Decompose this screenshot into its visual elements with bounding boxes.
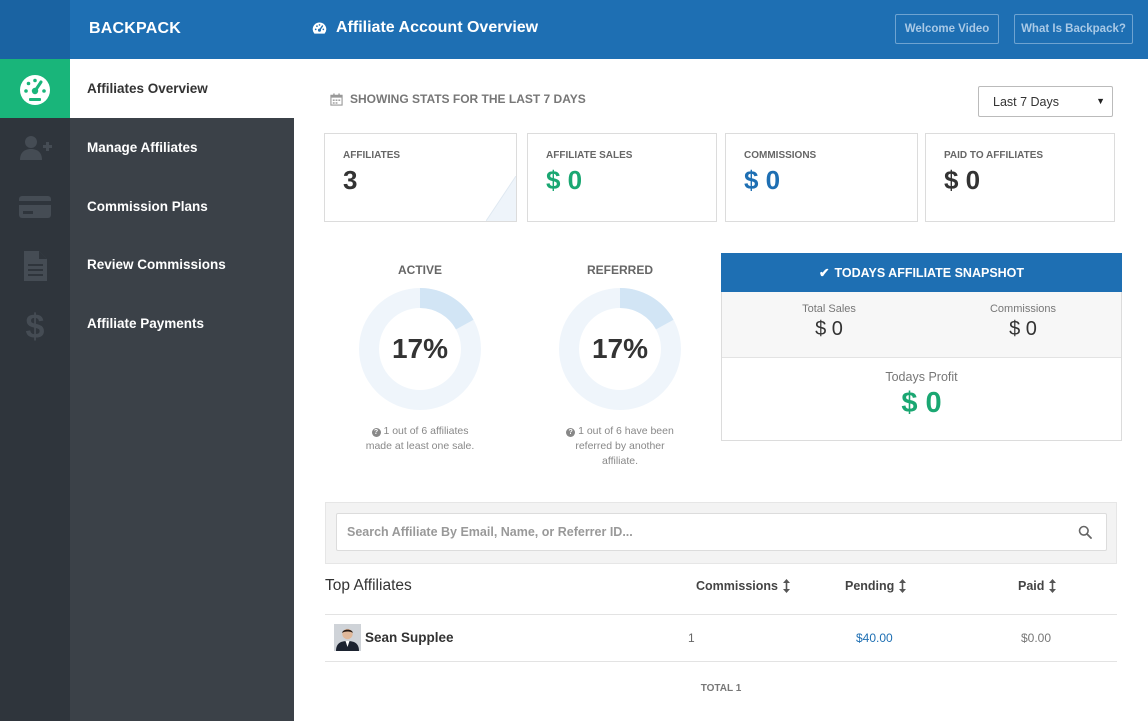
search-panel [325,502,1117,564]
affiliate-search-input[interactable] [336,513,1107,551]
help-icon: ? [371,428,381,437]
active-donut: 17% [358,287,482,411]
top-header: BACKPACK Affiliate Account Overview Welc… [0,0,1148,59]
donut-note-text: 1 out of 6 have been referred by another… [575,425,674,467]
table-row[interactable]: Sean Supplee 1 $40.00 $0.00 [325,615,1117,661]
stat-card-affiliates: AFFILIATES 3 [324,133,517,222]
snapshot-value: $ 0 [901,387,942,419]
affiliate-name[interactable]: Sean Supplee [365,630,454,645]
column-header-paid[interactable]: Paid [1018,579,1057,593]
help-icon: ? [566,428,576,437]
stat-value: $ 0 [744,165,781,195]
snapshot-header: ✔ TODAYS AFFILIATE SNAPSHOT [721,253,1122,292]
card-corner-decoration [486,176,516,221]
donut-note-text: 1 out of 6 affiliates made at least one … [365,425,475,452]
stat-label: AFFILIATE SALES [546,150,633,161]
what-is-backpack-button[interactable]: What Is Backpack? [1014,14,1133,44]
sort-icon [1049,579,1057,593]
column-label: Pending [845,579,895,593]
calendar-icon [330,92,343,106]
donut-percent: 17% [391,333,449,364]
sidebar-item-manage-affiliates[interactable]: Manage Affiliates [87,140,198,155]
donut-chart [359,288,481,410]
brand-name[interactable]: BACKPACK [89,20,181,37]
stat-label: COMMISSIONS [744,150,817,161]
dollar-icon: $ [26,308,45,343]
cell-commissions: 1 [688,631,695,645]
date-range-value: Last 7 Days [993,94,1060,109]
column-header-commissions[interactable]: Commissions [696,579,790,593]
credit-card-icon [19,195,51,218]
column-label: Commissions [696,579,778,593]
add-user-icon [20,135,52,160]
donut-note: ? 1 out of 6 affiliates made at least on… [360,424,480,454]
caret-down-icon: ▼ [1096,96,1105,106]
sidebar-menu: Affiliates Overview Manage Affiliates Co… [70,59,294,721]
active-donut-panel: ACTIVE 17% ? 1 out of 6 affiliates made … [320,263,520,454]
snapshot-value: $ 0 [815,318,843,340]
stat-label: PAID TO AFFILIATES [944,150,1044,161]
dashboard-icon [312,22,327,34]
table-total: TOTAL 1 [700,683,742,694]
rail-item-manage[interactable] [0,118,70,177]
sidebar-item-commission-plans[interactable]: Commission Plans [87,199,208,214]
sidebar-item-affiliates-overview[interactable]: Affiliates Overview [70,59,294,118]
stat-card-commissions: COMMISSIONS $ 0 [725,133,918,222]
sidebar-item-affiliate-payments[interactable]: Affiliate Payments [87,316,205,331]
column-label: Paid [1018,579,1045,593]
stat-value: $ 0 [546,165,583,195]
donut-percent: 17% [591,333,649,364]
stat-value: $ 0 [944,165,981,195]
top-affiliates-title: Top Affiliates [325,577,412,594]
snapshot-label: Commissions [989,303,1056,315]
page-title-text: Affiliate Account Overview [336,19,539,36]
svg-text:$: $ [26,308,45,343]
stats-heading: SHOWING STATS FOR THE LAST 7 DAYS [330,92,586,106]
divider [325,661,1117,662]
snapshot-row: Total Sales $ 0 Commissions $ 0 [722,292,1121,358]
divider [325,614,1117,615]
donut-arc [559,288,681,410]
snapshot-label: Total Sales [802,303,856,315]
donut-title: REFERRED [586,263,653,277]
referred-donut-panel: REFERRED 17% ? 1 out of 6 have been refe… [520,263,720,469]
referred-donut: 17% [558,287,682,411]
cell-pending[interactable]: $40.00 [856,631,893,645]
stat-label: AFFILIATES [343,150,401,161]
todays-snapshot-panel: ✔ TODAYS AFFILIATE SNAPSHOT Total Sales … [721,253,1122,441]
donut-note: ? 1 out of 6 have been referred by anoth… [560,424,680,469]
stat-card-affiliate-sales: AFFILIATE SALES $ 0 [527,133,717,222]
avatar [334,624,361,651]
rail-item-plans[interactable] [0,177,70,236]
rail-item-review[interactable] [0,236,70,295]
stat-value: 3 [343,165,358,195]
snapshot-profit: Todays Profit $ 0 [722,370,1121,420]
rail-item-overview[interactable] [0,59,70,118]
snapshot-label: Todays Profit [885,370,958,384]
check-icon: ✔ [818,266,830,280]
donut-arc [359,288,481,410]
dashboard-icon [20,74,50,105]
search-icon[interactable] [1078,525,1092,539]
brand-logo-slot [0,0,70,59]
cell-paid: $0.00 [1021,631,1052,645]
donut-chart [559,288,681,410]
snapshot-commissions: Commissions $ 0 [923,303,1123,341]
sort-icon [899,579,907,593]
sidebar-icon-rail: $ [0,59,70,721]
column-header-pending[interactable]: Pending [845,579,907,593]
rail-item-payments[interactable]: $ [0,295,70,354]
stat-card-paid-to-affiliates: PAID TO AFFILIATES $ 0 [925,133,1115,222]
date-range-select[interactable]: Last 7 Days ▼ [978,86,1113,117]
sidebar-item-review-commissions[interactable]: Review Commissions [87,257,226,272]
sort-icon [782,579,790,593]
document-icon [24,250,47,281]
page-title: Affiliate Account Overview [311,19,538,37]
snapshot-title: TODAYS AFFILIATE SNAPSHOT [834,265,1025,280]
stats-heading-text: SHOWING STATS FOR THE LAST 7 DAYS [350,92,586,106]
welcome-video-button[interactable]: Welcome Video [895,14,999,44]
snapshot-total-sales: Total Sales $ 0 [729,303,929,341]
snapshot-value: $ 0 [1009,318,1037,340]
donut-title: ACTIVE [397,263,442,277]
